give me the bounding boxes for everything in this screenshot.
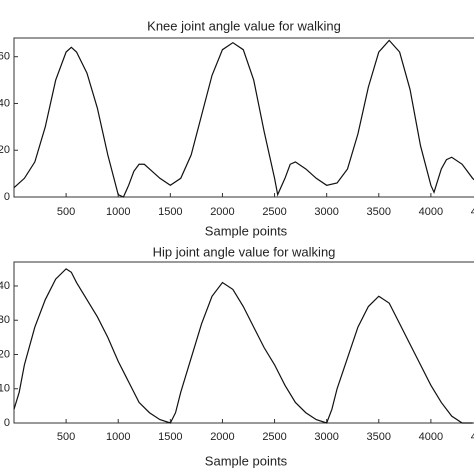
x-tick-label: 3000	[314, 206, 338, 218]
x-axis-label: Sample points	[205, 453, 288, 468]
x-tick-label: 1000	[106, 431, 130, 443]
x-tick-label: 3000	[314, 431, 338, 443]
x-tick-label: 4000	[419, 206, 443, 218]
x-tick-label: 4500	[471, 431, 474, 443]
x-tick-label: 500	[57, 206, 75, 218]
x-tick-label: 1500	[158, 206, 182, 218]
y-tick-label: 20	[0, 144, 10, 156]
x-tick-label: 500	[57, 431, 75, 443]
x-tick-label: 2500	[262, 206, 286, 218]
x-axis-label: Sample points	[205, 223, 288, 238]
chart-title: Hip joint angle value for walking	[153, 244, 336, 259]
y-tick-label: 0	[4, 417, 10, 429]
x-tick-label: 4500	[471, 206, 474, 218]
plot-frame	[13, 37, 474, 198]
x-tick-label: 2500	[262, 431, 286, 443]
chart-title: Knee joint angle value for walking	[147, 18, 341, 33]
y-tick-label: 40	[0, 280, 10, 292]
y-tick-label: 20	[0, 348, 10, 360]
y-tick-label: 0	[4, 191, 10, 203]
y-tick-label: 40	[0, 97, 10, 109]
x-tick-label: 1500	[158, 431, 182, 443]
x-tick-label: 1000	[106, 206, 130, 218]
y-tick-label: 10	[0, 383, 10, 395]
x-tick-label: 3500	[367, 431, 391, 443]
x-tick-label: 2000	[210, 206, 234, 218]
data-line	[13, 268, 473, 424]
y-tick-label: 30	[0, 314, 10, 326]
x-tick-label: 4000	[419, 431, 443, 443]
x-tick-label: 2000	[210, 431, 234, 443]
y-tick-label: 60	[0, 51, 10, 63]
x-tick-label: 3500	[367, 206, 391, 218]
data-line	[13, 39, 474, 198]
plot-frame	[13, 261, 474, 424]
